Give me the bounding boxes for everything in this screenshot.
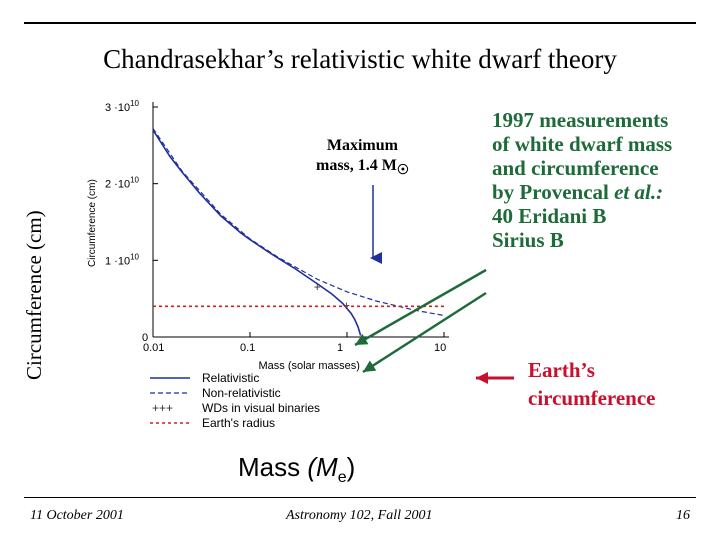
mass-unit-close: ): [346, 452, 356, 482]
measurements-line5: 40 Eridani B: [492, 204, 607, 228]
measurements-annotation: 1997 measurements of white dwarf mass an…: [492, 108, 672, 252]
legend-label: Earth's radius: [202, 416, 275, 430]
green-arrow-sirius: [362, 291, 487, 374]
green-arrow-sirius-head: [363, 360, 377, 372]
earth-annotation: Earth’s circumference: [528, 356, 656, 412]
x-axis-label-small: Mass (solar masses): [259, 360, 360, 372]
max-mass-line2: mass, 1.4 M☉: [316, 156, 409, 180]
green-arrow-40-eridani-head: [355, 333, 369, 345]
x-tick-label: 10: [434, 342, 446, 354]
mass-unit-sub: e: [337, 469, 347, 487]
y-tick-exponent: 10: [130, 252, 139, 261]
y-tick-label: 1 ·1010: [105, 252, 140, 267]
green-arrow-40-eridani: [354, 268, 487, 347]
y-tick-label: 3 ·1010: [105, 99, 140, 114]
measurements-line1: 1997 measurements: [492, 108, 669, 132]
max-mass-text: mass, 1.4 M: [316, 157, 397, 174]
max-mass-line1: Maximum: [326, 137, 398, 154]
series-line-non-relativistic: [152, 128, 445, 317]
measurements-line3: and circumference: [492, 156, 659, 180]
y-tick-label: 0: [142, 332, 148, 344]
slide-title: Chandrasekhar’s relativistic white dwarf…: [103, 44, 617, 74]
mass-unit-open: (M: [307, 452, 338, 482]
solar-symbol: ☉: [396, 162, 409, 178]
y-tick-exponent: 10: [130, 99, 139, 108]
legend-label: Relativistic: [202, 371, 259, 385]
earth-line2: circumference: [528, 386, 656, 410]
legend-label: WDs in visual binaries: [202, 401, 320, 415]
y-tick-exponent: 10: [130, 176, 139, 185]
measurements-line6: Sirius B: [492, 228, 564, 252]
measurements-line2: of white dwarf mass: [492, 132, 673, 156]
top-rule: [24, 22, 696, 24]
measurements-etal: et al.:: [614, 180, 664, 204]
x-tick-label: 1: [337, 342, 343, 354]
series-line-relativistic: [152, 129, 362, 336]
legend-label: Non-relativistic: [202, 386, 281, 400]
measurements-line4: by Provencal et al.:: [492, 180, 672, 204]
x-tick-label: 0.01: [143, 342, 164, 354]
bottom-rule: [24, 497, 696, 498]
footer-date: 11 October 2001: [30, 508, 124, 523]
measurements-provencal: by Provencal: [492, 180, 609, 204]
footer-course: Astronomy 102, Fall 2001: [286, 508, 433, 523]
x-axis-label-large: Mass (Me): [238, 452, 355, 487]
legend-glyph-markers: +++: [152, 401, 173, 415]
y-tick-label: 2 ·1010: [105, 176, 140, 191]
mass-word: Mass: [238, 452, 301, 482]
footer-page-number: 16: [676, 508, 690, 523]
data-point-marker: +: [314, 280, 321, 294]
red-arrow-earth-head: [476, 372, 488, 384]
y-axis-label-small: Circumference (cm): [87, 179, 98, 267]
earth-line1: Earth’s: [528, 358, 595, 382]
max-mass-annotation: Maximum mass, 1.4 M☉: [316, 136, 409, 180]
x-tick-label: 0.1: [240, 342, 255, 354]
